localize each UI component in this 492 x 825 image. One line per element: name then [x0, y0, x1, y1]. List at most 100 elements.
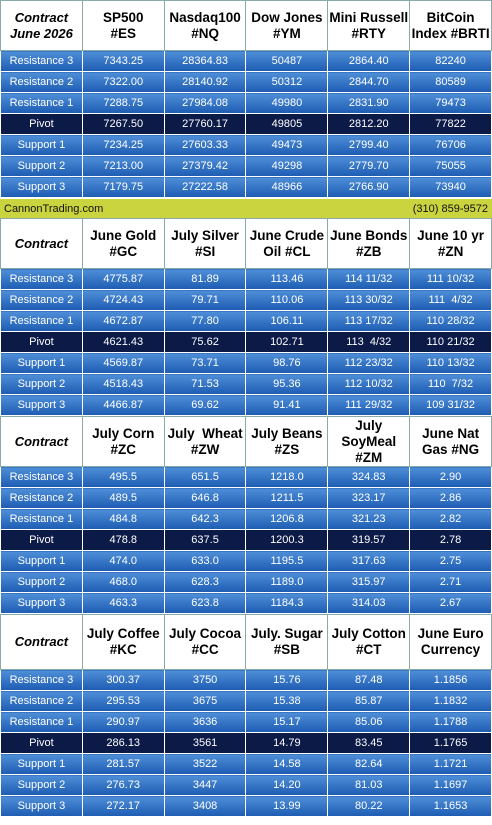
value-cell: 27760.17 — [163, 113, 247, 135]
header-line: BitCoin — [426, 9, 475, 25]
value-cell: 49980 — [245, 92, 329, 114]
header-line: SoyMeal — [341, 433, 397, 449]
pivot-table: Contract July Corn #ZC July Wheat #ZW July Be… — [0, 416, 492, 614]
value-cell: 3447 — [163, 774, 247, 796]
data-row: Support 2 468.0 628.3 1189.0 315.97 2.71 — [0, 571, 492, 593]
value-cell: 49805 — [245, 113, 329, 135]
value-cell: 28364.83 — [163, 50, 247, 72]
header-cell: Contract June 2026 — [0, 0, 83, 51]
value-cell: 314.03 — [327, 592, 411, 614]
header-cell: July Cotton #CT — [327, 614, 411, 670]
row-label: Resistance 1 — [0, 92, 83, 114]
value-cell: 474.0 — [81, 550, 165, 572]
value-cell: 4672.87 — [81, 310, 165, 332]
value-cell: 468.0 — [81, 571, 165, 593]
data-row: Resistance 2 7322.00 28140.92 50312 2844.70 8… — [0, 71, 492, 93]
value-cell: 1218.0 — [245, 466, 329, 488]
value-cell: 85.87 — [327, 690, 411, 712]
header-cell: July SoyMeal #ZM — [327, 416, 411, 467]
value-cell: 290.97 — [81, 711, 165, 733]
row-label: Support 2 — [0, 774, 83, 796]
data-row: Resistance 3 4775.87 81.89 113.46 114 11/32 1… — [0, 268, 492, 290]
data-row: Pivot 4621.43 75.62 102.71 113 4/32 110 21/32 — [0, 331, 492, 353]
value-cell: 111 4/32 — [409, 289, 492, 311]
value-cell: 113.46 — [245, 268, 329, 290]
value-cell: 1206.8 — [245, 508, 329, 530]
value-cell: 1.1788 — [409, 711, 492, 733]
value-cell: 79.71 — [163, 289, 247, 311]
header-line: #ES — [110, 25, 136, 41]
header-cell: June Gold #GC — [81, 218, 165, 269]
data-row: Support 1 7234.25 27603.33 49473 2799.40 7670… — [0, 134, 492, 156]
value-cell: 295.53 — [81, 690, 165, 712]
value-cell: 112 10/32 — [327, 373, 411, 395]
row-label: Resistance 3 — [0, 669, 83, 691]
pivot-table: Contract June 2026 SP500 #ES Nasdaq100 #NQ Dow… — [0, 0, 492, 198]
value-cell: 4775.87 — [81, 268, 165, 290]
header-line: #ZB — [355, 243, 382, 259]
value-cell: 4518.43 — [81, 373, 165, 395]
value-cell: 14.58 — [245, 753, 329, 775]
value-cell: 83.45 — [327, 732, 411, 754]
header-line: Mini Russell — [329, 9, 409, 25]
value-cell: 3675 — [163, 690, 247, 712]
value-cell: 3561 — [163, 732, 247, 754]
data-row: Support 3 272.17 3408 13.99 80.22 1.1653 — [0, 795, 492, 817]
header-line: #CC — [191, 642, 219, 657]
header-cell: July Corn #ZC — [81, 416, 165, 467]
value-cell: 81.03 — [327, 774, 411, 796]
row-label: Support 2 — [0, 571, 83, 593]
header-line: July. Sugar — [251, 626, 323, 641]
data-row: Support 2 4518.43 71.53 95.36 112 10/32 110 7… — [0, 373, 492, 395]
value-cell: 7234.25 — [81, 134, 165, 156]
header-cell: Contract — [0, 218, 83, 269]
value-cell: 637.5 — [163, 529, 247, 551]
header-line: Index #BRTI — [411, 25, 490, 41]
row-label: Support 1 — [0, 352, 83, 374]
header-line: July Wheat — [167, 425, 243, 441]
header-cell: July Coffee #KC — [81, 614, 165, 670]
value-cell: 110.06 — [245, 289, 329, 311]
header-cell: BitCoin Index #BRTI — [409, 0, 492, 51]
value-cell: 2844.70 — [327, 71, 411, 93]
value-cell: 95.36 — [245, 373, 329, 395]
phone-number: (310) 859-9572 — [412, 202, 488, 215]
header-line: June Euro — [417, 626, 484, 641]
value-cell: 1211.5 — [245, 487, 329, 509]
data-row: Support 2 7213.00 27379.42 49298 2779.70 7505… — [0, 155, 492, 177]
header-line: June 10 yr — [417, 227, 484, 243]
value-cell: 73940 — [409, 176, 492, 198]
value-cell: 82240 — [409, 50, 492, 72]
value-cell: 484.8 — [81, 508, 165, 530]
value-cell: 1195.5 — [245, 550, 329, 572]
pivot-table: Contract July Coffee #KC July Cocoa #CC July.… — [0, 614, 492, 817]
value-cell: 633.0 — [163, 550, 247, 572]
value-cell: 69.62 — [163, 394, 247, 416]
data-row: Support 3 7179.75 27222.58 48966 2766.90 7394… — [0, 176, 492, 198]
data-row: Resistance 1 4672.87 77.80 106.11 113 17/32 1… — [0, 310, 492, 332]
value-cell: 80589 — [409, 71, 492, 93]
value-cell: 15.38 — [245, 690, 329, 712]
value-cell: 495.5 — [81, 466, 165, 488]
pivot-table: Contract June Gold #GC July Silver #SI June C… — [0, 218, 492, 416]
value-cell: 321.23 — [327, 508, 411, 530]
data-row: Support 1 281.57 3522 14.58 82.64 1.1721 — [0, 753, 492, 775]
header-line: #ZS — [274, 441, 300, 457]
row-label: Support 2 — [0, 155, 83, 177]
value-cell: 111 29/32 — [327, 394, 411, 416]
value-cell: 75.62 — [163, 331, 247, 353]
header-cell: July Silver #SI — [163, 218, 247, 269]
value-cell: 14.79 — [245, 732, 329, 754]
value-cell: 2.71 — [409, 571, 492, 593]
value-cell: 28140.92 — [163, 71, 247, 93]
site-name: CannonTrading.com — [4, 202, 104, 215]
value-cell: 7267.50 — [81, 113, 165, 135]
header-cell: July Wheat #ZW — [163, 416, 247, 467]
row-label: Support 3 — [0, 176, 83, 198]
value-cell: 300.37 — [81, 669, 165, 691]
data-row: Resistance 2 295.53 3675 15.38 85.87 1.1832 — [0, 690, 492, 712]
header-line: Contract — [14, 634, 69, 649]
value-cell: 4569.87 — [81, 352, 165, 374]
value-cell: 71.53 — [163, 373, 247, 395]
data-row: Resistance 3 7343.25 28364.83 50487 2864.40 8… — [0, 50, 492, 72]
